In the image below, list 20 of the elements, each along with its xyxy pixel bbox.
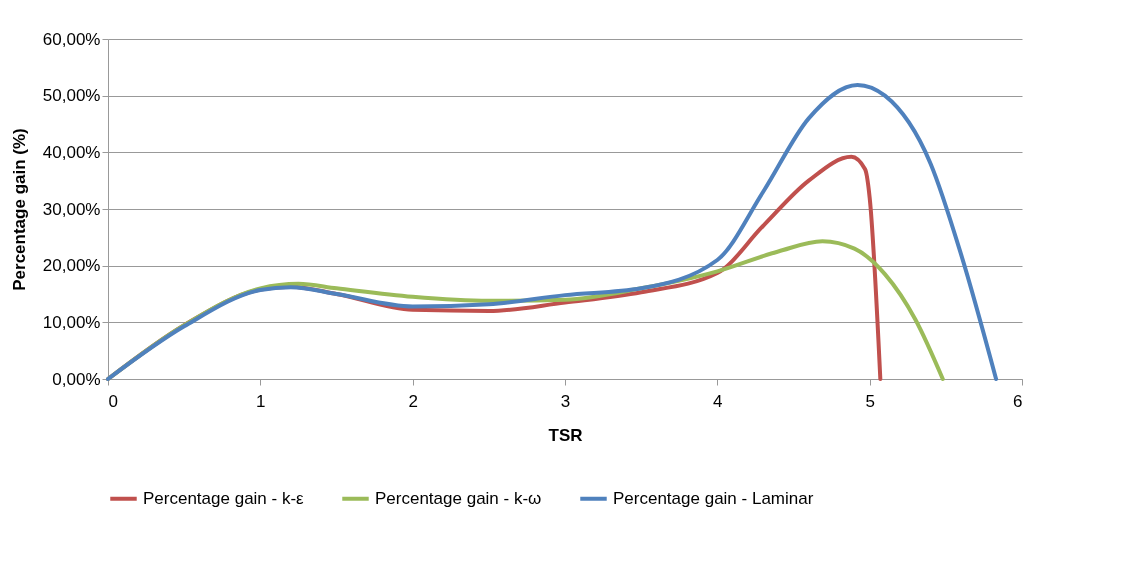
x-tick-label: 5: [865, 391, 875, 411]
y-tick-label: 30,00%: [42, 199, 101, 219]
y-tick-label: 10,00%: [42, 312, 101, 332]
y-tick-label: 50,00%: [42, 86, 101, 106]
x-tick-label: 1: [256, 391, 266, 411]
y-axis-title: Percentage gain (%): [9, 128, 29, 291]
legend-label: Percentage gain - Laminar: [613, 488, 814, 508]
y-tick-label: 0,00%: [52, 369, 101, 389]
x-tick-label: 2: [408, 391, 418, 411]
y-tick-label: 60,00%: [42, 29, 101, 49]
x-tick-label: 3: [560, 391, 571, 411]
x-axis-title: TSR: [548, 425, 583, 445]
legend-label: Percentage gain - k-ε: [143, 488, 305, 508]
x-tick-label: 4: [713, 391, 723, 411]
line-series: [106, 82, 999, 381]
y-tick-label: 20,00%: [42, 256, 101, 276]
x-tick-label: 0: [108, 391, 118, 411]
legend-label: Percentage gain - k-ω: [375, 488, 542, 508]
y-tick-label: 40,00%: [42, 142, 101, 162]
x-tick-label: 6: [1013, 391, 1023, 411]
